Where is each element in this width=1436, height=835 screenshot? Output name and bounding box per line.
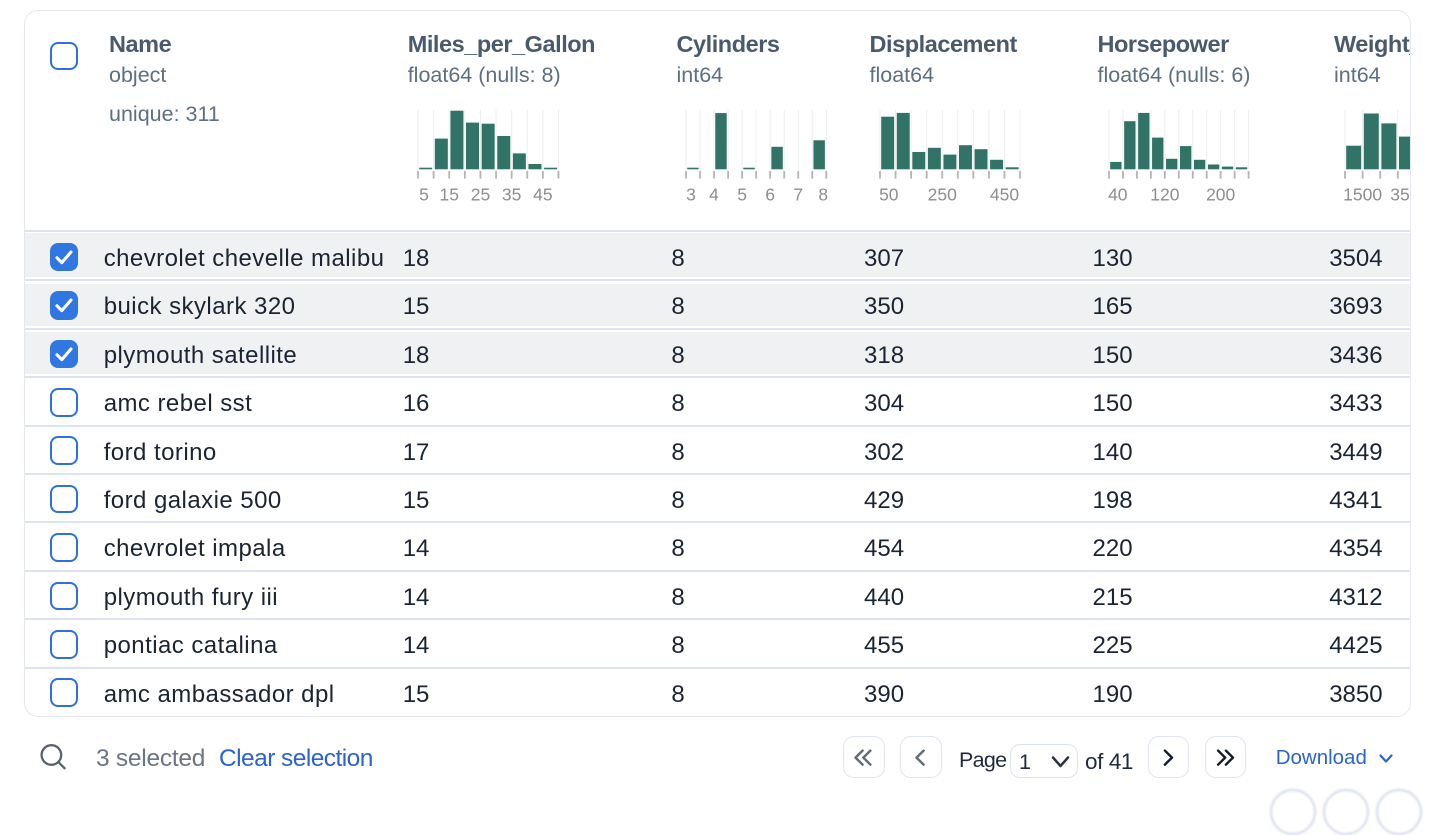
- svg-text:5: 5: [737, 184, 747, 202]
- svg-text:450: 450: [990, 184, 1019, 202]
- svg-text:3: 3: [686, 184, 696, 202]
- svg-text:35: 35: [502, 184, 521, 202]
- svg-text:7: 7: [794, 184, 804, 202]
- svg-text:250: 250: [928, 184, 957, 202]
- svg-text:3500: 3500: [1391, 184, 1411, 202]
- svg-text:8: 8: [819, 184, 829, 202]
- svg-text:5: 5: [419, 184, 429, 202]
- svg-text:15: 15: [439, 184, 458, 202]
- svg-text:40: 40: [1108, 184, 1128, 202]
- svg-text:50: 50: [879, 184, 899, 202]
- svg-text:120: 120: [1150, 184, 1179, 202]
- svg-text:200: 200: [1206, 184, 1235, 202]
- svg-text:1500: 1500: [1343, 184, 1382, 202]
- svg-text:6: 6: [765, 184, 775, 202]
- svg-text:25: 25: [471, 184, 490, 202]
- svg-text:45: 45: [533, 184, 552, 202]
- svg-text:4: 4: [709, 184, 719, 202]
